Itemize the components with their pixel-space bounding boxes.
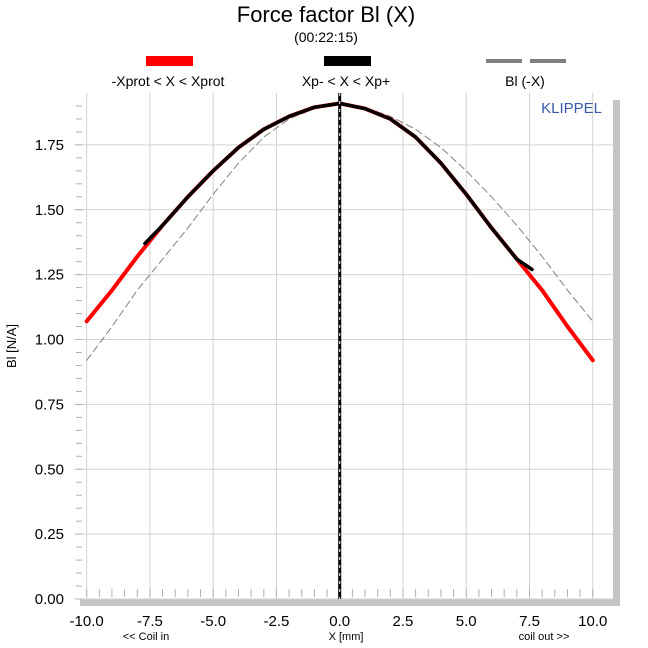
x-annotation-coil-out: coil out >> xyxy=(519,631,570,643)
x-tick-label: 2.5 xyxy=(393,613,414,630)
x-tick-label: 7.5 xyxy=(519,613,540,630)
plot-shadow-right xyxy=(613,100,620,606)
y-tick-label: 0.50 xyxy=(35,461,64,478)
y-tick-label: 0.00 xyxy=(35,591,64,608)
plot-area xyxy=(74,93,613,599)
legend-label-xprot: -Xprot < X < Xprot xyxy=(112,73,225,89)
x-tick-label: -7.5 xyxy=(137,613,163,630)
x-tick-label: -2.5 xyxy=(264,613,290,630)
x-tick-label: -5.0 xyxy=(200,613,226,630)
x-tick-label: 0.0 xyxy=(329,613,350,630)
plot-shadow-bottom xyxy=(80,599,620,606)
klippel-brand: KLIPPEL xyxy=(541,100,602,117)
legend-label-xp: Xp- < X < Xp+ xyxy=(302,73,390,89)
y-tick-label: 0.25 xyxy=(35,526,64,543)
y-tick-label: 1.50 xyxy=(35,202,64,219)
x-axis-label: X [mm] xyxy=(329,631,364,643)
y-tick-label: 1.25 xyxy=(35,267,64,284)
minor-ticks xyxy=(76,105,594,600)
x-tick-labels: -10.0 -7.5 -5.0 -2.5 0.0 2.5 5.0 7.5 10.0 xyxy=(70,613,608,630)
chart-title: Force factor Bl (X) xyxy=(237,2,415,27)
chart-subtitle: (00:22:15) xyxy=(294,29,358,45)
y-axis-label: Bl [N/A] xyxy=(4,324,19,368)
x-tick-label: 5.0 xyxy=(456,613,477,630)
legend-label-bl-negx: Bl (-X) xyxy=(505,73,545,89)
x-tick-label: -10.0 xyxy=(70,613,104,630)
y-tick-label: 0.75 xyxy=(35,396,64,413)
x-annotation-coil-in: << Coil in xyxy=(123,631,169,643)
y-tick-labels: 0.00 0.25 0.50 0.75 1.00 1.25 1.50 1.75 xyxy=(35,137,64,608)
y-tick-label: 1.75 xyxy=(35,137,64,154)
legend: -Xprot < X < Xprot Xp- < X < Xp+ Bl (-X) xyxy=(112,56,566,89)
y-tick-label: 1.00 xyxy=(35,332,64,349)
x-tick-label: 10.0 xyxy=(578,613,607,630)
series-layer xyxy=(84,93,595,599)
grid xyxy=(74,93,613,600)
